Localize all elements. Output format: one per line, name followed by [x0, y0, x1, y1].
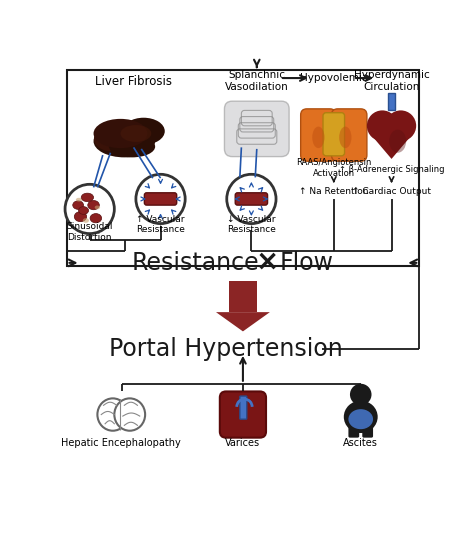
Text: ↑ β-Adrenergic Signaling: ↑ β-Adrenergic Signaling [339, 165, 444, 174]
FancyBboxPatch shape [323, 113, 345, 156]
Ellipse shape [348, 409, 373, 429]
Text: ×: × [255, 247, 278, 276]
Ellipse shape [76, 198, 82, 202]
Ellipse shape [83, 218, 89, 223]
Bar [229, 281, 257, 312]
FancyBboxPatch shape [145, 193, 177, 205]
Ellipse shape [88, 201, 100, 210]
FancyBboxPatch shape [225, 101, 289, 157]
Ellipse shape [114, 399, 145, 431]
FancyBboxPatch shape [235, 193, 267, 205]
Circle shape [385, 110, 416, 141]
FancyBboxPatch shape [220, 392, 266, 438]
Bar [66, 71, 419, 266]
FancyBboxPatch shape [389, 93, 395, 110]
Ellipse shape [312, 127, 325, 148]
Ellipse shape [339, 127, 352, 148]
Ellipse shape [120, 125, 151, 142]
Ellipse shape [79, 207, 89, 215]
Text: Resistance: Resistance [131, 251, 259, 275]
Text: Splanchnic
Vasodilation: Splanchnic Vasodilation [225, 70, 289, 92]
Ellipse shape [95, 205, 100, 209]
Circle shape [65, 185, 114, 234]
Ellipse shape [97, 399, 128, 431]
Text: Varices: Varices [225, 438, 261, 448]
Text: Flow: Flow [280, 251, 334, 275]
Text: Portal Hypertension: Portal Hypertension [109, 337, 343, 361]
Ellipse shape [93, 125, 155, 157]
Ellipse shape [94, 127, 128, 151]
Ellipse shape [74, 212, 87, 221]
Circle shape [367, 110, 398, 141]
Polygon shape [370, 134, 413, 159]
FancyBboxPatch shape [362, 421, 373, 438]
Text: Liver Fibrosis: Liver Fibrosis [95, 75, 172, 88]
Text: ↑ Cardiac Output: ↑ Cardiac Output [352, 187, 431, 196]
Text: ↓ Vascular
Resistance: ↓ Vascular Resistance [227, 215, 276, 234]
FancyBboxPatch shape [240, 396, 247, 419]
Ellipse shape [389, 129, 406, 153]
Text: ↑ Vascular
Resistance: ↑ Vascular Resistance [136, 215, 185, 234]
Text: RAAS/Angiotensin
Activation: RAAS/Angiotensin Activation [296, 158, 372, 178]
Ellipse shape [93, 119, 147, 148]
FancyBboxPatch shape [348, 421, 359, 438]
Text: Ascites: Ascites [343, 438, 378, 448]
FancyBboxPatch shape [301, 109, 336, 161]
Ellipse shape [344, 401, 378, 433]
Text: Hypovolemia: Hypovolemia [300, 73, 368, 83]
Circle shape [227, 174, 276, 224]
Text: Hyperdynamic
Circulation: Hyperdynamic Circulation [354, 70, 429, 92]
Text: Hepatic Encephalopathy: Hepatic Encephalopathy [61, 438, 181, 448]
Ellipse shape [73, 201, 83, 209]
Text: ↑ Na Retention: ↑ Na Retention [299, 187, 368, 196]
Ellipse shape [81, 193, 93, 202]
FancyBboxPatch shape [331, 109, 367, 161]
Text: Sinusoidal
Distortion: Sinusoidal Distortion [66, 223, 113, 242]
Ellipse shape [109, 136, 155, 157]
Circle shape [350, 384, 372, 406]
Ellipse shape [122, 118, 165, 144]
Circle shape [136, 174, 185, 224]
Polygon shape [216, 312, 270, 331]
Ellipse shape [90, 213, 101, 223]
